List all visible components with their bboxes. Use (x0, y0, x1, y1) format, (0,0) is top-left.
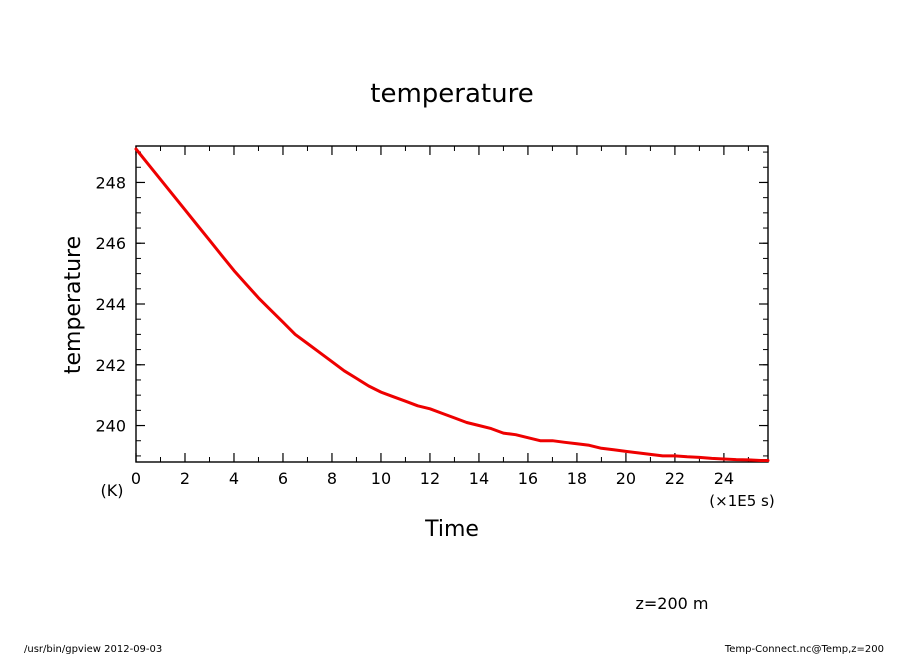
x-tick-label: 10 (371, 469, 391, 488)
x-tick-label: 24 (714, 469, 734, 488)
x-tick-label: 16 (518, 469, 538, 488)
footer-right: Temp-Connect.nc@Temp,z=200 (724, 644, 884, 654)
y-unit-label: (K) (101, 481, 124, 500)
y-tick-label: 246 (95, 234, 126, 253)
chart-title: temperature (370, 79, 533, 109)
footer-left: /usr/bin/gpview 2012-09-03 (24, 644, 162, 654)
x-tick-label: 6 (278, 469, 288, 488)
level-annotation: z=200 m (635, 594, 708, 613)
y-tick-label: 242 (95, 356, 126, 375)
x-tick-label: 20 (616, 469, 636, 488)
x-tick-label: 22 (665, 469, 685, 488)
x-tick-label: 0 (131, 469, 141, 488)
x-tick-label: 2 (180, 469, 190, 488)
y-axis-ticks: 240 242 244 246 248 (95, 151, 768, 457)
x-axis-label: Time (424, 517, 479, 542)
x-axis-ticks: 0 2 4 6 8 10 12 14 16 18 20 22 24 (131, 146, 749, 488)
x-tick-label: 8 (327, 469, 337, 488)
series-layer (134, 147, 770, 462)
y-tick-label: 248 (95, 173, 126, 192)
x-tick-label: 18 (567, 469, 587, 488)
y-axis-label: temperature (61, 236, 86, 374)
y-tick-label: 240 (95, 417, 126, 436)
plot-frame (135, 145, 769, 463)
series-line-0 (134, 147, 770, 462)
x-tick-label: 12 (420, 469, 440, 488)
x-tick-label: 4 (229, 469, 239, 488)
y-tick-label: 244 (95, 295, 126, 314)
x-unit-label: (×1E5 s) (709, 492, 774, 510)
x-tick-label: 14 (469, 469, 489, 488)
